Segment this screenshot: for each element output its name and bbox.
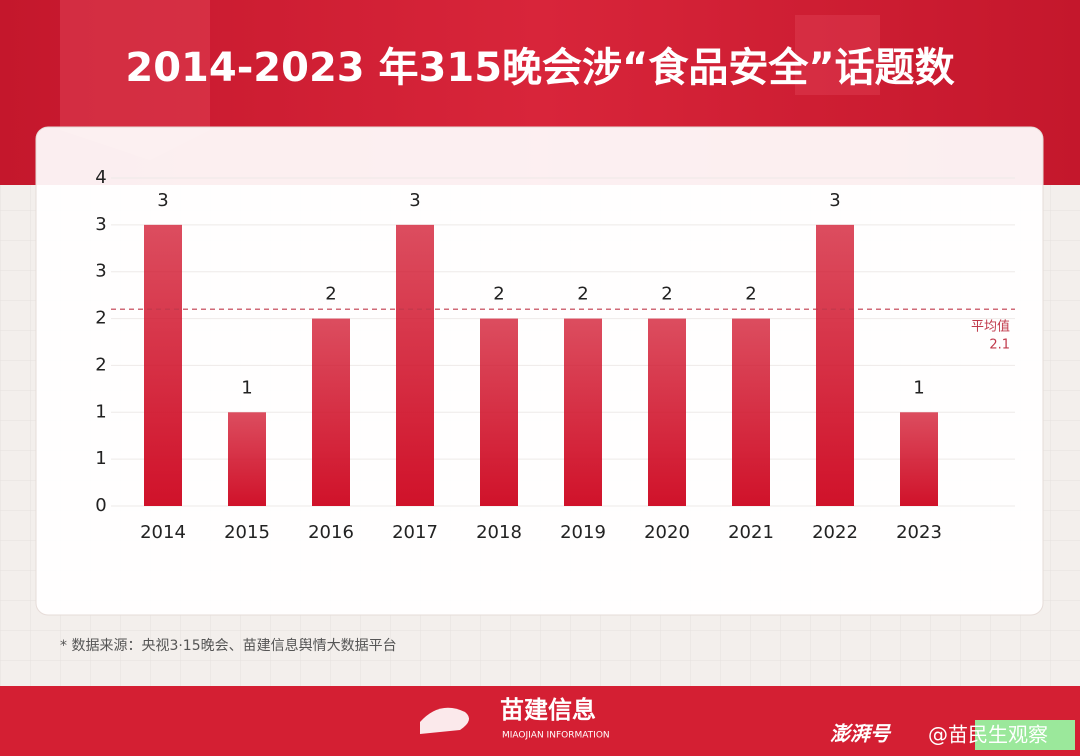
data-label: 2 — [745, 284, 756, 305]
data-label: 2 — [661, 284, 672, 305]
brand-name: 苗建信息 — [500, 696, 596, 724]
x-tick-label: 2022 — [812, 522, 858, 543]
data-label: 1 — [913, 377, 924, 398]
bar — [396, 224, 434, 506]
chart-card — [35, 126, 1044, 616]
y-tick-label: 2 — [95, 354, 106, 375]
brand-en: MIAOJIAN INFORMATION — [502, 731, 610, 741]
decor-block — [795, 15, 880, 95]
x-tick-label: 2023 — [896, 522, 942, 543]
x-tick-label: 2019 — [560, 522, 606, 543]
data-label: 3 — [157, 190, 168, 211]
y-tick-label: 2 — [95, 308, 106, 329]
y-tick-label: 1 — [95, 448, 106, 469]
data-label: 1 — [241, 377, 252, 398]
bar — [144, 224, 182, 506]
bar — [480, 318, 518, 506]
bar — [732, 318, 770, 506]
bar — [816, 224, 854, 506]
bar — [312, 318, 350, 506]
plot: 0 1 1 2 2 3 3 4 2014 3 2015 1 2016 2 2017 3 2018 2 2019 2 20… — [95, 167, 1015, 543]
data-label: 2 — [577, 284, 588, 305]
platform-name: 澎湃号 — [830, 722, 892, 746]
average-value: 2.1 — [989, 338, 1010, 353]
data-label: 2 — [325, 284, 336, 305]
data-label: 2 — [493, 284, 504, 305]
x-tick-label: 2018 — [476, 522, 522, 543]
x-tick-label: 2017 — [392, 522, 438, 543]
bar — [228, 412, 266, 506]
x-tick-label: 2021 — [728, 522, 774, 543]
x-tick-label: 2015 — [224, 522, 270, 543]
decor-block — [60, 0, 210, 160]
bar — [564, 318, 602, 506]
source-note: * 数据来源：央视3·15晚会、苗建信息舆情大数据平台 — [60, 637, 397, 654]
y-tick-label: 4 — [95, 167, 106, 188]
y-tick-label: 3 — [95, 214, 106, 235]
average-label: 平均值 — [971, 319, 1010, 335]
account-name: @苗民生观察 — [928, 723, 1048, 747]
bar — [648, 318, 686, 506]
chart-title: 2014-2023 年315晚会涉“食品安全”话题数 — [125, 45, 954, 91]
x-tick-label: 2014 — [140, 522, 186, 543]
y-tick-label: 3 — [95, 261, 106, 282]
footer-band — [0, 686, 1080, 756]
account-bg — [975, 720, 1075, 750]
data-label: 3 — [829, 190, 840, 211]
x-tick-label: 2020 — [644, 522, 690, 543]
y-tick-label: 1 — [95, 401, 106, 422]
data-label: 3 — [409, 190, 420, 211]
brand-logo — [420, 707, 469, 734]
y-tick-label: 0 — [95, 495, 106, 516]
bar — [900, 412, 938, 506]
x-tick-label: 2016 — [308, 522, 354, 543]
